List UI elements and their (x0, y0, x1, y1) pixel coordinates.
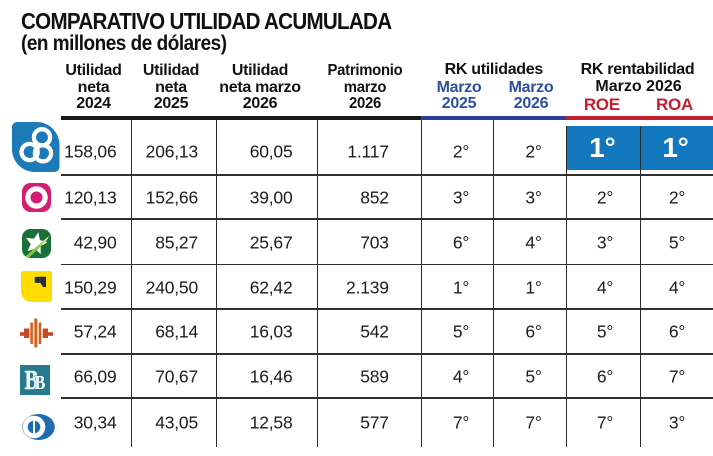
svg-text:B: B (35, 372, 46, 394)
svg-text:B: B (25, 365, 39, 395)
svg-text:B: B (35, 372, 46, 394)
